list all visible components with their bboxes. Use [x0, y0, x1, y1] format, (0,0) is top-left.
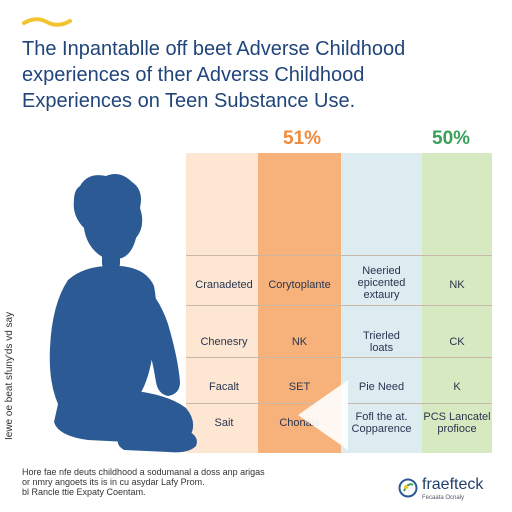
- decorative-squiggle-icon: [22, 17, 72, 27]
- table-column-3: [341, 153, 422, 453]
- comparison-table: Cranadeted Corytoplante Neeried epicente…: [186, 153, 492, 453]
- teen-silhouette-icon: [49, 174, 197, 453]
- logo-tagline: Fecaata Ocnaly: [422, 495, 465, 501]
- logo-name: fraefteck: [422, 476, 484, 493]
- table-divider: [186, 255, 492, 256]
- table-cell: NK: [449, 279, 465, 291]
- title-line-3: Experiences on Teen Substance Use.: [22, 90, 356, 112]
- table-cell: PCS Lancatel profioce: [423, 411, 491, 435]
- page-title: The Inpantablle off beet Adverse Childho…: [22, 36, 492, 114]
- table-cell: Pie Need: [358, 381, 405, 393]
- title-line-2: experiences of ther Adverss Childhood: [22, 64, 365, 86]
- footer-line-3: bl Rancle ttie Expaty Coentam.: [22, 487, 146, 497]
- table-column-4: [422, 153, 492, 453]
- percentage-left: 51%: [283, 128, 322, 149]
- table-cell: Sait: [214, 417, 234, 429]
- table-cell: SET: [288, 381, 311, 393]
- table-cell: Fofl the at. Copparence: [351, 411, 412, 435]
- percentage-right: 50%: [432, 128, 471, 149]
- table-cell: NK: [291, 336, 308, 348]
- footer-note: Hore fae nfe deuts childhood a sodumanal…: [22, 467, 265, 497]
- logo-mark-icon: [398, 478, 418, 498]
- table-cell: CK: [449, 336, 465, 348]
- brand-logo: fraefteck Fecaata Ocnaly: [398, 476, 508, 506]
- table-cell: Cranadeted: [195, 279, 253, 291]
- table-cell: Facalt: [209, 381, 239, 393]
- footer-line-1: Hore fae nfe deuts childhood a sodumanal…: [22, 467, 265, 477]
- table-divider: [186, 357, 492, 358]
- table-cell: Corytoplante: [268, 279, 331, 291]
- table-divider: [186, 305, 492, 306]
- table-cell: K: [453, 381, 461, 393]
- table-cell: Trierled loats: [363, 330, 400, 354]
- table-cell: Neeried epicented extaury: [357, 265, 406, 301]
- table-cell: Chenesry: [200, 336, 248, 348]
- arrow-divider-icon: [298, 380, 348, 450]
- side-vertical-text: Iewe oe beat sfuny'ds vd say: [4, 311, 15, 440]
- title-line-1: The Inpantablle off beet Adverse Childho…: [22, 38, 406, 60]
- footer-line-2: or nmry angoets its is in cu asydar Lafy…: [22, 477, 205, 487]
